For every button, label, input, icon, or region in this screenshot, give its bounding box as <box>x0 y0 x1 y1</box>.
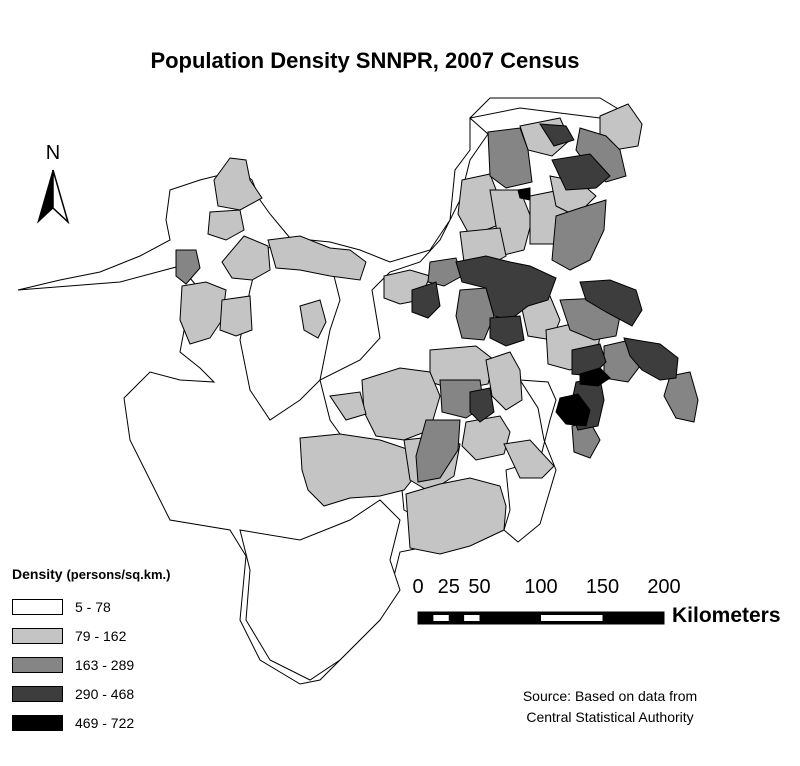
scale-tick: 25 <box>437 576 460 598</box>
legend-swatch <box>12 627 63 644</box>
region-lg-21 <box>299 433 421 507</box>
region-lg-26 <box>485 351 523 411</box>
scale-unit: Kilometers <box>672 604 781 627</box>
legend-label: 163 - 289 <box>75 656 135 673</box>
legend-item: 290 - 468 <box>12 679 272 708</box>
region-lg-23 <box>461 415 511 461</box>
legend-title: Density (persons/sq.km.) <box>12 566 272 582</box>
scale-bar-segment <box>541 615 603 621</box>
legend-label: 5 - 78 <box>75 598 111 615</box>
legend-item: 163 - 289 <box>12 650 272 679</box>
region-lg-3 <box>221 235 271 281</box>
legend-rows: 5 - 78 79 - 162 163 - 289 290 - 468 469 - 72… <box>12 592 272 737</box>
legend-label: 290 - 468 <box>75 685 135 702</box>
region-lg-5 <box>179 281 227 345</box>
region-lg-24 <box>503 439 555 479</box>
region-mg-4 <box>551 199 607 271</box>
legend-swatch <box>12 685 63 702</box>
region-bk-2 <box>579 367 611 387</box>
region-west <box>17 97 622 685</box>
region-dg-2 <box>551 153 611 191</box>
scale-bar-segment <box>464 615 480 621</box>
region-lg-25 <box>405 477 507 555</box>
region-mg-12 <box>427 257 463 287</box>
map-title: Population Density SNNPR, 2007 Census <box>150 48 580 73</box>
region-east-white <box>503 379 557 543</box>
legend-swatch <box>12 598 63 615</box>
scale-bar-segment <box>433 615 449 621</box>
north-arrow-icon <box>37 169 70 225</box>
region-mg-3 <box>575 127 627 183</box>
legend-label: 469 - 722 <box>75 714 135 731</box>
region-sw <box>239 499 401 681</box>
region-dg-1 <box>539 123 575 147</box>
region-lg-20 <box>329 391 367 421</box>
region-dg-7 <box>623 337 679 381</box>
scale-tick: 50 <box>468 576 491 598</box>
region-bk-3 <box>555 393 591 427</box>
scale-tick: 100 <box>524 576 558 598</box>
legend-label: 79 - 162 <box>75 627 127 644</box>
region-mg-2 <box>487 127 533 189</box>
legend-item: 5 - 78 <box>12 592 272 621</box>
region-mg-8 <box>663 371 699 423</box>
region-lg-2 <box>207 209 245 241</box>
region-lg-4 <box>267 235 367 281</box>
scale-bar <box>417 611 665 625</box>
region-mg-11 <box>415 419 461 483</box>
region-lg-6 <box>219 295 253 337</box>
region-dg-4 <box>489 315 525 347</box>
north-letter: N <box>45 142 61 164</box>
legend-item: 469 - 722 <box>12 708 272 737</box>
region-bk-1 <box>517 187 531 201</box>
region-lg-1 <box>213 157 263 211</box>
source-line-2: Central Statistical Authority <box>526 709 694 725</box>
region-dg-6 <box>579 279 643 327</box>
region-dg-5 <box>411 281 441 319</box>
legend-swatch <box>12 656 63 673</box>
north-arrow: N <box>36 142 70 228</box>
source-line-1: Source: Based on data from <box>522 688 698 704</box>
region-dg-3 <box>455 255 557 321</box>
region-mg-1 <box>175 249 201 285</box>
legend-item: 79 - 162 <box>12 621 272 650</box>
scale-tick: 0 <box>412 576 424 598</box>
region-dg-10 <box>469 387 495 423</box>
scale-labels: 0 25 50 100 150 200 Kilometers <box>410 576 800 636</box>
scale-tick: 200 <box>647 576 681 598</box>
source-note: Source: Based on data from Central Stati… <box>490 686 730 728</box>
legend-title-text: Density <box>12 566 63 582</box>
legend-swatch <box>12 714 63 731</box>
scale-tick: 150 <box>585 576 620 598</box>
legend: Density (persons/sq.km.) 5 - 78 79 - 162 1… <box>12 566 272 737</box>
region-lg-7 <box>299 299 327 339</box>
legend-subtitle: (persons/sq.km.) <box>66 567 171 582</box>
